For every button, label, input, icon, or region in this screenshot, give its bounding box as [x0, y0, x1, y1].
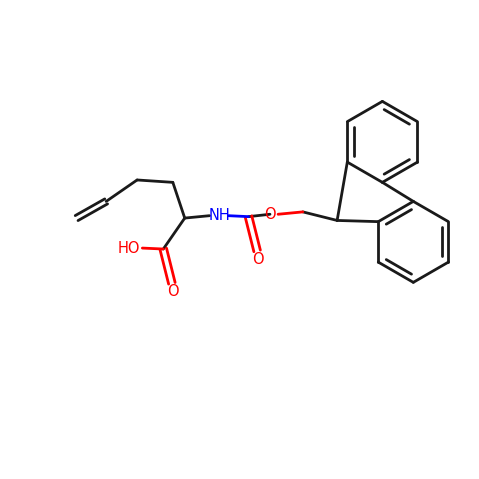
Text: NH: NH: [208, 208, 230, 223]
Text: O: O: [264, 207, 276, 222]
Text: HO: HO: [118, 240, 140, 256]
Text: O: O: [167, 285, 179, 299]
Text: O: O: [252, 252, 264, 267]
